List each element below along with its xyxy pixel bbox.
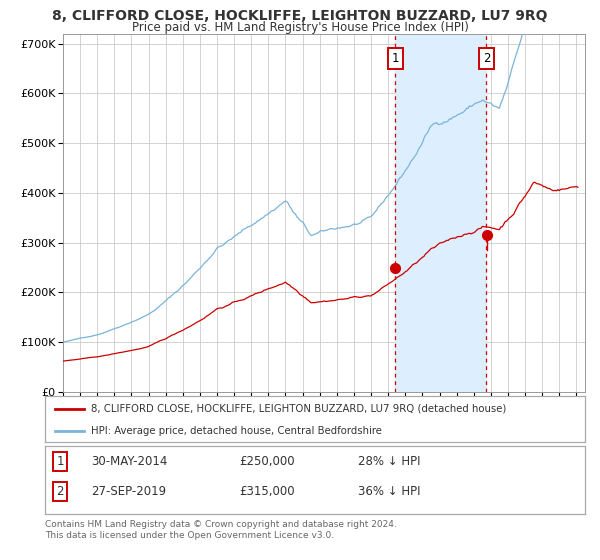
Text: 27-SEP-2019: 27-SEP-2019 <box>91 485 166 498</box>
Text: 28% ↓ HPI: 28% ↓ HPI <box>358 455 421 468</box>
Text: HPI: Average price, detached house, Central Bedfordshire: HPI: Average price, detached house, Cent… <box>91 426 382 436</box>
Text: Price paid vs. HM Land Registry's House Price Index (HPI): Price paid vs. HM Land Registry's House … <box>131 21 469 34</box>
Text: 30-MAY-2014: 30-MAY-2014 <box>91 455 167 468</box>
Text: £315,000: £315,000 <box>239 485 295 498</box>
Text: £250,000: £250,000 <box>239 455 295 468</box>
Text: This data is licensed under the Open Government Licence v3.0.: This data is licensed under the Open Gov… <box>45 531 334 540</box>
Text: 2: 2 <box>56 485 64 498</box>
Text: 1: 1 <box>56 455 64 468</box>
Text: 2: 2 <box>482 52 490 65</box>
Text: 8, CLIFFORD CLOSE, HOCKLIFFE, LEIGHTON BUZZARD, LU7 9RQ: 8, CLIFFORD CLOSE, HOCKLIFFE, LEIGHTON B… <box>52 9 548 23</box>
Text: 36% ↓ HPI: 36% ↓ HPI <box>358 485 421 498</box>
Text: 8, CLIFFORD CLOSE, HOCKLIFFE, LEIGHTON BUZZARD, LU7 9RQ (detached house): 8, CLIFFORD CLOSE, HOCKLIFFE, LEIGHTON B… <box>91 404 506 414</box>
Text: Contains HM Land Registry data © Crown copyright and database right 2024.: Contains HM Land Registry data © Crown c… <box>45 520 397 529</box>
Bar <box>395 34 487 392</box>
Text: 1: 1 <box>391 52 399 65</box>
